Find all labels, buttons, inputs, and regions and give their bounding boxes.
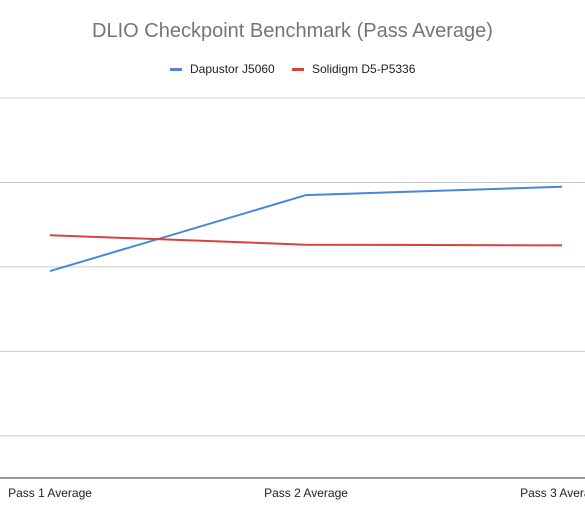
x-tick-label-1: Pass 1 Average — [8, 486, 92, 500]
chart-title: DLIO Checkpoint Benchmark (Pass Average) — [92, 20, 493, 42]
legend-item-series-1: Dapustor J5060 — [170, 59, 275, 79]
legend-item-series-2: Solidigm D5-P5336 — [292, 59, 415, 79]
series-line-2 — [49, 234, 563, 247]
legend: Dapustor J5060 Solidigm D5-P5336 — [0, 59, 585, 79]
legend-swatch-series-2 — [292, 67, 304, 71]
legend-label-series-2: Solidigm D5-P5336 — [312, 62, 416, 76]
x-tick-label-2: Pass 2 Average — [264, 486, 348, 500]
x-tick-label-3: Pass 3 Average — [520, 486, 585, 500]
legend-label-series-1: Dapustor J5060 — [190, 62, 275, 76]
legend-swatch-series-1 — [170, 67, 182, 71]
series-line-1 — [49, 185, 563, 273]
